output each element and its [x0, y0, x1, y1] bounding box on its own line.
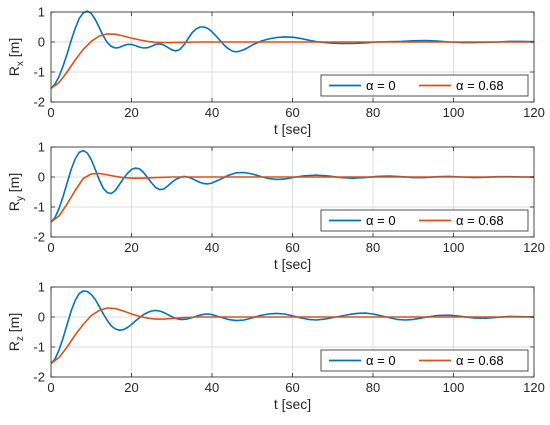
- y-tick-label: -2: [33, 230, 45, 245]
- y-axis-label: Rz [m]: [6, 313, 26, 351]
- x-tick-label: 20: [124, 380, 138, 395]
- legend-label-alpha-0: α = 0: [366, 353, 396, 368]
- y-tick-label: -2: [33, 370, 45, 385]
- x-tick-label: 20: [124, 240, 138, 255]
- y-axis-label: Ry [m]: [6, 173, 26, 211]
- x-axis-label: t [sec]: [274, 121, 311, 137]
- y-tick-label: -1: [33, 65, 45, 80]
- y-tick-label: 1: [38, 140, 45, 155]
- legend: α = 0 α = 0.68: [320, 349, 529, 372]
- y-axis-label: Rx [m]: [6, 38, 26, 76]
- x-tick-label: 100: [443, 240, 465, 255]
- x-tick-label: 80: [366, 240, 380, 255]
- x-tick-label: 120: [523, 240, 545, 255]
- series-line-alpha-068: [50, 33, 534, 90]
- legend: α = 0 α = 0.68: [320, 74, 529, 97]
- x-tick-label: 0: [47, 380, 54, 395]
- series-line-alpha-068: [50, 307, 534, 365]
- y-tick-label: 0: [38, 35, 45, 50]
- x-tick-label: 40: [205, 240, 219, 255]
- legend: α = 0 α = 0.68: [320, 209, 529, 232]
- y-tick-label: -1: [33, 200, 45, 215]
- x-tick-label: 100: [443, 380, 465, 395]
- legend-label-alpha-0: α = 0: [366, 78, 396, 93]
- x-tick-label: 0: [47, 105, 54, 120]
- x-tick-label: 60: [285, 240, 299, 255]
- x-tick-label: 60: [285, 380, 299, 395]
- y-tick-label: 1: [38, 5, 45, 20]
- legend-label-alpha-0: α = 0: [366, 213, 396, 228]
- x-tick-label: 100: [443, 105, 465, 120]
- x-tick-label: 20: [124, 105, 138, 120]
- x-tick-label: 40: [205, 380, 219, 395]
- x-tick-label: 60: [285, 105, 299, 120]
- legend-label-alpha-068: α = 0.68: [456, 78, 504, 93]
- y-tick-label: -1: [33, 340, 45, 355]
- y-tick-label: 1: [38, 280, 45, 295]
- y-tick-label: 0: [38, 170, 45, 185]
- legend-label-alpha-068: α = 0.68: [456, 353, 504, 368]
- x-axis-label: t [sec]: [274, 256, 311, 272]
- x-tick-label: 80: [366, 380, 380, 395]
- series-line-alpha-068: [50, 172, 534, 223]
- x-tick-label: 80: [366, 105, 380, 120]
- y-tick-label: 0: [38, 310, 45, 325]
- y-tick-label: -2: [33, 95, 45, 110]
- x-tick-label: 120: [523, 380, 545, 395]
- legend-label-alpha-068: α = 0.68: [456, 213, 504, 228]
- x-tick-label: 120: [523, 105, 545, 120]
- x-tick-label: 0: [47, 240, 54, 255]
- x-axis-label: t [sec]: [274, 396, 311, 412]
- x-tick-label: 40: [205, 105, 219, 120]
